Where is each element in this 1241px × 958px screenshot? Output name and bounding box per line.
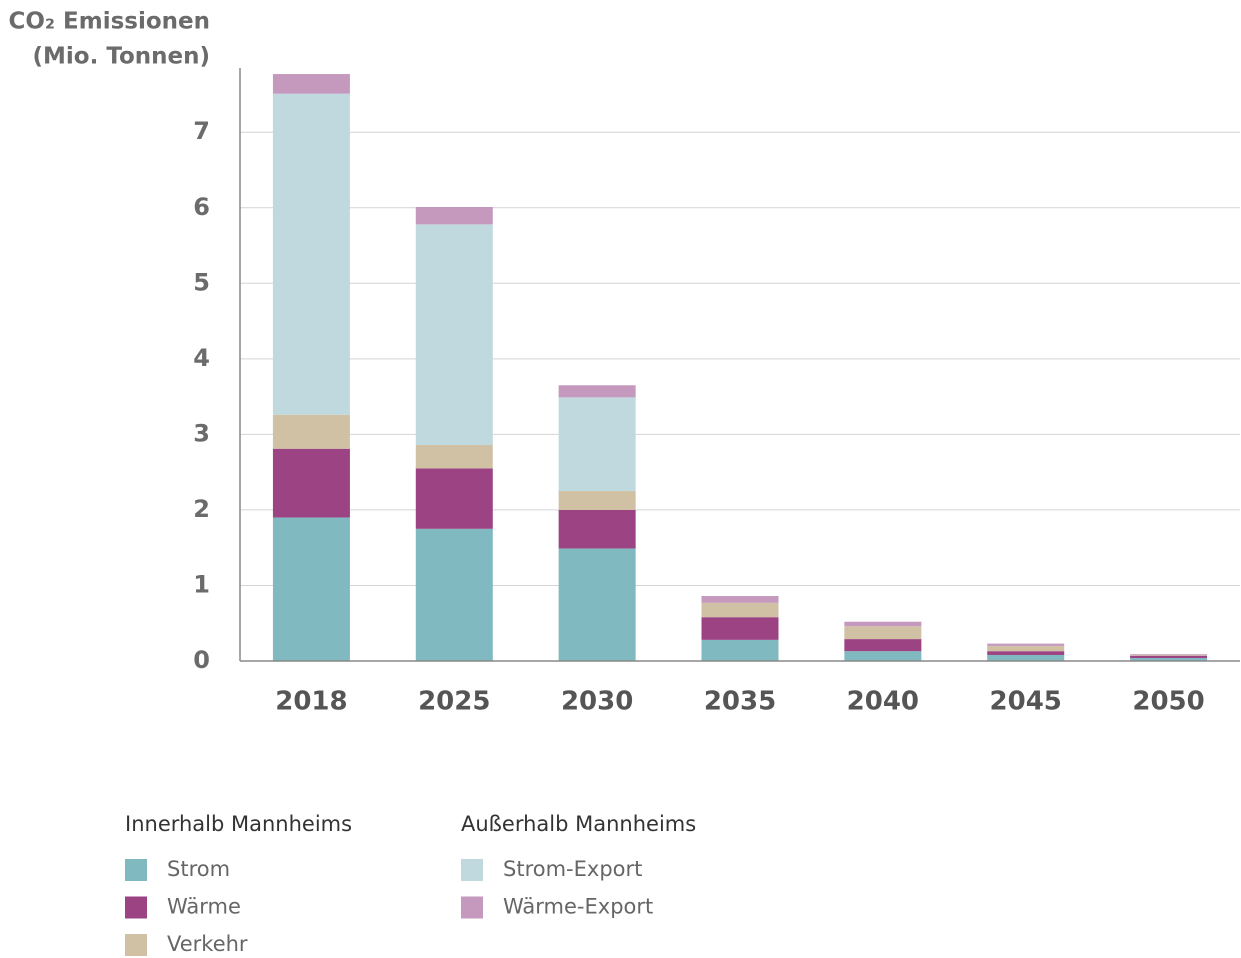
y-tick-label: 7 xyxy=(193,117,210,145)
x-tick-label: 2025 xyxy=(418,687,490,717)
bar-segment xyxy=(701,602,779,618)
x-tick-label: 2030 xyxy=(561,687,633,717)
bar-segment xyxy=(272,414,350,449)
bar-segment xyxy=(415,444,493,469)
legend-label: Strom xyxy=(167,857,230,881)
legend-group-title: Innerhalb Mannheims xyxy=(125,812,352,836)
bar-segment xyxy=(987,654,1065,661)
x-tick-label: 2040 xyxy=(847,687,919,717)
y-tick-label: 4 xyxy=(193,344,210,372)
legend-label: Wärme-Export xyxy=(503,895,653,919)
y-axis-label: (Mio. Tonnen) xyxy=(33,44,211,70)
legend-group-title: Außerhalb Mannheims xyxy=(461,812,696,836)
bar-segment xyxy=(987,645,1065,652)
x-tick-label: 2018 xyxy=(275,687,347,717)
y-tick-label: 0 xyxy=(193,646,210,674)
legend-swatch xyxy=(125,896,147,919)
legend-swatch xyxy=(125,859,147,881)
bar-segment xyxy=(415,528,493,661)
bar-segment xyxy=(558,509,636,549)
bar-segment xyxy=(844,651,922,661)
bar-segment xyxy=(987,643,1065,646)
bar-segment xyxy=(844,626,922,640)
bar-segment xyxy=(272,74,350,94)
legend-label: Wärme xyxy=(167,895,241,919)
y-tick-label: 1 xyxy=(193,570,210,598)
y-tick-label: 2 xyxy=(193,495,210,523)
bar-segment xyxy=(1130,654,1208,655)
bar-segment xyxy=(272,448,350,518)
legend-swatch xyxy=(461,859,483,881)
bar-segment xyxy=(558,548,636,661)
bar-segment xyxy=(415,468,493,529)
bar-segment xyxy=(844,621,922,627)
bar-segment xyxy=(558,385,636,398)
bar-segment xyxy=(415,206,493,225)
bar-segment xyxy=(1130,655,1208,658)
bar-segment xyxy=(558,397,636,492)
bar-segment xyxy=(272,93,350,415)
y-tick-label: 5 xyxy=(193,268,210,296)
bar-segment xyxy=(558,491,636,510)
x-tick-label: 2050 xyxy=(1132,687,1204,717)
bar-segment xyxy=(987,651,1065,655)
x-tick-label: 2045 xyxy=(990,687,1062,717)
bar-segment xyxy=(844,639,922,652)
y-tick-label: 6 xyxy=(193,193,210,221)
bar-segment xyxy=(1130,654,1208,656)
bar-segment xyxy=(701,639,779,661)
bar-segment xyxy=(701,617,779,640)
y-axis-label: CO₂ Emissionen xyxy=(9,9,211,35)
y-tick-label: 3 xyxy=(193,419,210,447)
bar-segment xyxy=(701,596,779,603)
bar-segment xyxy=(272,517,350,661)
legend-swatch xyxy=(125,934,147,956)
bar-segment xyxy=(1130,657,1208,661)
x-tick-label: 2035 xyxy=(704,687,776,717)
legend-label: Strom-Export xyxy=(503,857,642,881)
bar-segment xyxy=(415,224,493,445)
legend-label: Verkehr xyxy=(167,932,248,956)
legend-swatch xyxy=(461,896,483,919)
